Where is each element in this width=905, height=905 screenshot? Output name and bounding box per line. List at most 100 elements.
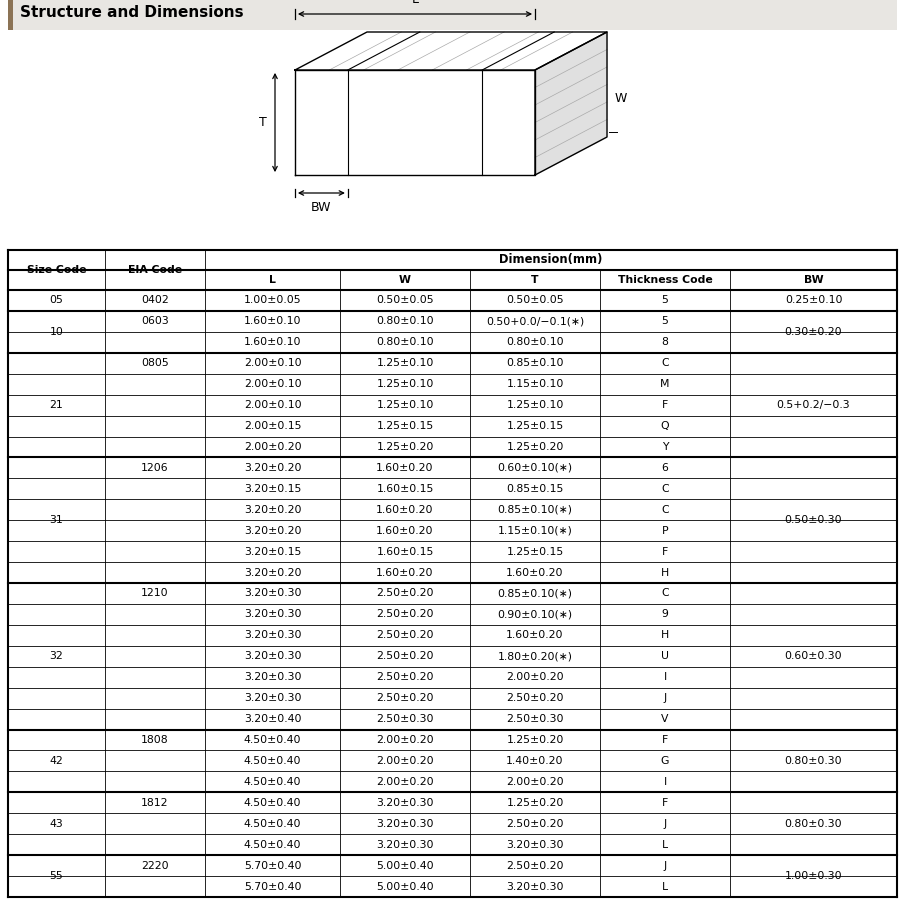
Text: 2.50±0.20: 2.50±0.20	[376, 693, 433, 703]
Text: 10: 10	[50, 327, 63, 337]
Text: 0805: 0805	[141, 358, 169, 368]
Text: 0.60±0.30: 0.60±0.30	[785, 652, 843, 662]
Text: 4.50±0.40: 4.50±0.40	[243, 798, 301, 808]
Text: P: P	[662, 526, 668, 536]
Polygon shape	[295, 32, 607, 70]
Text: 21: 21	[50, 400, 63, 410]
Text: 1.25±0.10: 1.25±0.10	[506, 400, 564, 410]
Text: 2.00±0.20: 2.00±0.20	[376, 756, 433, 766]
Text: 2.50±0.20: 2.50±0.20	[376, 609, 433, 619]
Text: 0.85±0.10(∗): 0.85±0.10(∗)	[498, 505, 573, 515]
Text: 2.00±0.20: 2.00±0.20	[506, 776, 564, 786]
Text: I: I	[663, 776, 667, 786]
Text: 3.20±0.15: 3.20±0.15	[243, 484, 301, 494]
Text: Q: Q	[661, 421, 670, 431]
Text: F: F	[662, 400, 668, 410]
Text: T: T	[259, 116, 267, 129]
Text: 2.50±0.20: 2.50±0.20	[376, 672, 433, 682]
Text: 0.85±0.15: 0.85±0.15	[506, 484, 564, 494]
Text: 2.00±0.15: 2.00±0.15	[243, 421, 301, 431]
Text: 1210: 1210	[141, 588, 169, 598]
Text: Size Code: Size Code	[27, 265, 86, 275]
Text: 3.20±0.20: 3.20±0.20	[243, 567, 301, 577]
Text: Thickness Code: Thickness Code	[617, 275, 712, 285]
Text: L: L	[269, 275, 276, 285]
Text: Structure and Dimensions: Structure and Dimensions	[20, 5, 243, 20]
Text: 0.80±0.10: 0.80±0.10	[376, 338, 433, 348]
Bar	[8, 0, 897, 30]
Text: 1.60±0.10: 1.60±0.10	[243, 317, 301, 327]
Text: 0.60±0.10(∗): 0.60±0.10(∗)	[498, 463, 573, 473]
Text: 0.80±0.30: 0.80±0.30	[785, 756, 843, 766]
Text: 3.20±0.30: 3.20±0.30	[243, 588, 301, 598]
Text: EIA Code: EIA Code	[128, 265, 182, 275]
Text: H: H	[661, 567, 669, 577]
Text: 1.00±0.30: 1.00±0.30	[785, 872, 843, 881]
Text: 32: 32	[50, 652, 63, 662]
Text: G: G	[661, 756, 669, 766]
Text: 3.20±0.30: 3.20±0.30	[376, 798, 433, 808]
Text: 3.20±0.40: 3.20±0.40	[243, 714, 301, 724]
Text: 2.00±0.10: 2.00±0.10	[243, 400, 301, 410]
Text: 1812: 1812	[141, 798, 168, 808]
Text: 3.20±0.30: 3.20±0.30	[243, 631, 301, 641]
Text: 2.50±0.20: 2.50±0.20	[376, 631, 433, 641]
Text: 1.60±0.10: 1.60±0.10	[243, 338, 301, 348]
Text: F: F	[662, 547, 668, 557]
Text: 2220: 2220	[141, 861, 169, 871]
Text: 0.85±0.10: 0.85±0.10	[506, 358, 564, 368]
Text: 3.20±0.30: 3.20±0.30	[376, 840, 433, 850]
Text: Dimension(mm): Dimension(mm)	[500, 253, 603, 266]
Text: 3.20±0.30: 3.20±0.30	[243, 652, 301, 662]
Text: 1.25±0.15: 1.25±0.15	[507, 547, 564, 557]
Text: W: W	[399, 275, 411, 285]
Text: Y: Y	[662, 442, 668, 452]
Text: H: H	[661, 631, 669, 641]
Text: 3.20±0.30: 3.20±0.30	[243, 609, 301, 619]
Text: 1.25±0.15: 1.25±0.15	[376, 421, 433, 431]
Text: 8: 8	[662, 338, 669, 348]
Text: 0.85±0.10(∗): 0.85±0.10(∗)	[498, 588, 573, 598]
Text: 3.20±0.30: 3.20±0.30	[243, 672, 301, 682]
Text: 5: 5	[662, 317, 669, 327]
Text: 2.50±0.20: 2.50±0.20	[376, 652, 433, 662]
Text: 1.25±0.20: 1.25±0.20	[506, 735, 564, 745]
Text: F: F	[662, 798, 668, 808]
Text: 3.20±0.15: 3.20±0.15	[243, 547, 301, 557]
Text: I: I	[663, 672, 667, 682]
Text: 2.00±0.20: 2.00±0.20	[243, 442, 301, 452]
Text: C: C	[662, 505, 669, 515]
Text: F: F	[662, 735, 668, 745]
Text: 0.50+0.0/−0.1(∗): 0.50+0.0/−0.1(∗)	[486, 317, 584, 327]
Text: 1.15±0.10(∗): 1.15±0.10(∗)	[498, 526, 573, 536]
Text: 3.20±0.30: 3.20±0.30	[506, 840, 564, 850]
Text: 1.60±0.20: 1.60±0.20	[376, 526, 433, 536]
Text: 2.50±0.30: 2.50±0.30	[376, 714, 433, 724]
Text: W: W	[615, 92, 627, 105]
Text: 3.20±0.30: 3.20±0.30	[376, 819, 433, 829]
Text: 0.50±0.30: 0.50±0.30	[785, 515, 843, 525]
Text: 4.50±0.40: 4.50±0.40	[243, 819, 301, 829]
Text: C: C	[662, 484, 669, 494]
Text: J: J	[663, 693, 667, 703]
Text: 1.60±0.15: 1.60±0.15	[376, 547, 433, 557]
Text: 1.40±0.20: 1.40±0.20	[506, 756, 564, 766]
Text: 1.60±0.20: 1.60±0.20	[506, 631, 564, 641]
Text: 1.60±0.20: 1.60±0.20	[506, 567, 564, 577]
Text: 1.80±0.20(∗): 1.80±0.20(∗)	[498, 652, 573, 662]
Text: 0.5+0.2/−0.3: 0.5+0.2/−0.3	[776, 400, 851, 410]
Text: 2.00±0.10: 2.00±0.10	[243, 358, 301, 368]
Text: 4.50±0.40: 4.50±0.40	[243, 840, 301, 850]
Text: 2.50±0.20: 2.50±0.20	[506, 819, 564, 829]
Text: 5.70±0.40: 5.70±0.40	[243, 881, 301, 891]
Text: 1.15±0.10: 1.15±0.10	[506, 379, 564, 389]
Text: BW: BW	[804, 275, 824, 285]
Text: V: V	[662, 714, 669, 724]
Text: 1.60±0.20: 1.60±0.20	[376, 567, 433, 577]
Text: 31: 31	[50, 515, 63, 525]
Text: U: U	[661, 652, 669, 662]
Text: 43: 43	[50, 819, 63, 829]
Text: 1.25±0.15: 1.25±0.15	[507, 421, 564, 431]
Text: 2.00±0.20: 2.00±0.20	[376, 776, 433, 786]
Text: 5.70±0.40: 5.70±0.40	[243, 861, 301, 871]
